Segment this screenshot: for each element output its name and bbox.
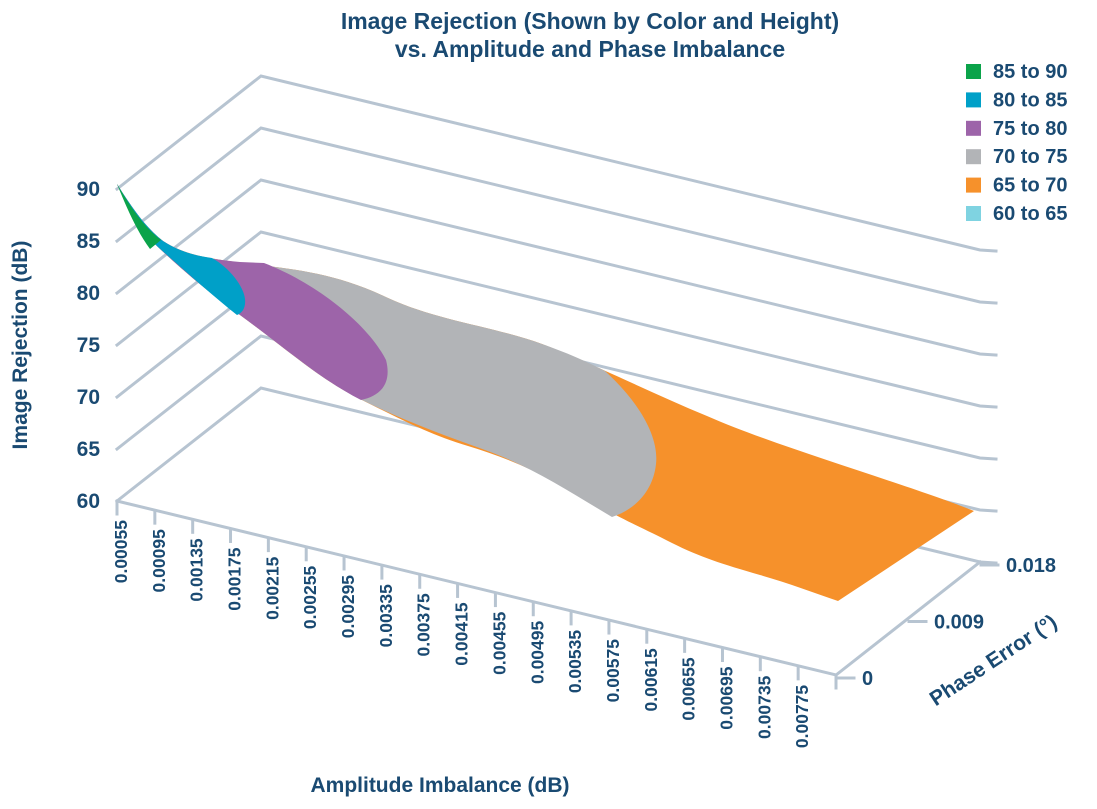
legend-item: 80 to 85 bbox=[966, 89, 1067, 111]
z-tick-label: 0 bbox=[862, 668, 873, 690]
surface-band-80-85 bbox=[117, 184, 246, 315]
y-tick-label: 85 bbox=[77, 230, 101, 253]
y-tick-label: 80 bbox=[77, 282, 100, 305]
x-tick-label: 0.00735 bbox=[754, 675, 774, 739]
legend-label-65-70: 65 to 70 bbox=[993, 175, 1067, 197]
gridline-75db bbox=[114, 230, 998, 409]
x-tick-label: 0.00055 bbox=[111, 520, 131, 584]
x-tick-label: 0.00655 bbox=[679, 657, 699, 721]
x-tick-label: 0.00255 bbox=[300, 566, 320, 630]
legend-swatch-80-85 bbox=[966, 92, 981, 108]
surface-band-75-80 bbox=[117, 184, 388, 400]
legend-swatch-65-70 bbox=[966, 177, 981, 193]
legend-item: 65 to 70 bbox=[966, 175, 1067, 197]
surface-band-85-90 bbox=[117, 184, 161, 249]
legend-label-70-75: 70 to 75 bbox=[993, 146, 1067, 168]
x-tick-label: 0.00775 bbox=[792, 685, 812, 749]
z-tick-label: 0.009 bbox=[934, 612, 984, 634]
legend-label-60-65: 60 to 65 bbox=[993, 203, 1067, 225]
x-tick-label: 0.00495 bbox=[527, 620, 547, 684]
x-tick-label: 0.00335 bbox=[376, 584, 396, 648]
legend-label-80-85: 80 to 85 bbox=[993, 89, 1067, 111]
legend-item: 75 to 80 bbox=[966, 118, 1067, 140]
z-tick-label: 0.018 bbox=[1006, 555, 1056, 577]
x-tick-label: 0.00175 bbox=[225, 547, 245, 611]
gridline-85db bbox=[114, 126, 998, 305]
legend: 85 to 90 80 to 85 75 to 80 70 to 75 65 t… bbox=[966, 61, 1067, 225]
legend-swatch-60-65 bbox=[966, 206, 981, 221]
z-axis-line bbox=[833, 559, 983, 678]
legend-item: 85 to 90 bbox=[966, 61, 1067, 83]
legend-item: 60 to 65 bbox=[966, 203, 1067, 225]
y-tick-label: 90 bbox=[77, 178, 100, 201]
x-tick-label: 0.00535 bbox=[565, 630, 585, 694]
legend-label-85-90: 85 to 90 bbox=[993, 61, 1067, 83]
x-tick-label: 0.00695 bbox=[716, 666, 736, 730]
gridline-70db bbox=[114, 282, 998, 461]
y-tick-label: 70 bbox=[77, 386, 100, 409]
surface-band-70-75 bbox=[117, 184, 657, 517]
y-tick-label: 65 bbox=[77, 438, 101, 461]
x-tick-label: 0.00615 bbox=[641, 648, 661, 712]
gridline-80db bbox=[114, 178, 998, 357]
x-axis-title: Amplitude Imbalance (dB) bbox=[310, 774, 569, 797]
chart-title-line1: Image Rejection (Shown by Color and Heig… bbox=[341, 8, 839, 34]
gridline-90db bbox=[114, 74, 998, 253]
y-tick-label: 75 bbox=[77, 334, 101, 357]
surface-ribbon bbox=[117, 184, 974, 601]
chart-title-line2: vs. Amplitude and Phase Imbalance bbox=[395, 36, 785, 62]
legend-swatch-85-90 bbox=[966, 64, 981, 79]
x-tick-label: 0.00135 bbox=[187, 538, 207, 602]
x-tick-label: 0.00455 bbox=[489, 611, 509, 675]
x-tick-label: 0.00095 bbox=[149, 529, 169, 593]
x-tick-label: 0.00215 bbox=[262, 556, 282, 620]
legend-swatch-70-75 bbox=[966, 149, 981, 165]
y-axis-title: Image Rejection (dB) bbox=[9, 241, 32, 450]
x-tick-label: 0.00295 bbox=[338, 575, 358, 639]
legend-item: 70 to 75 bbox=[966, 146, 1067, 168]
axis-tick-labels: 90 85 80 75 70 65 60 0.00055 0.00095 0.00135 0.001… bbox=[77, 178, 1056, 748]
x-tick-label: 0.00575 bbox=[603, 639, 623, 703]
x-tick-label: 0.00375 bbox=[414, 593, 434, 657]
x-axis-line bbox=[115, 499, 838, 677]
legend-swatch-75-80 bbox=[966, 120, 981, 136]
y-tick-label: 60 bbox=[77, 490, 100, 513]
legend-label-75-80: 75 to 80 bbox=[993, 118, 1067, 140]
x-tick-label: 0.00415 bbox=[452, 602, 472, 666]
